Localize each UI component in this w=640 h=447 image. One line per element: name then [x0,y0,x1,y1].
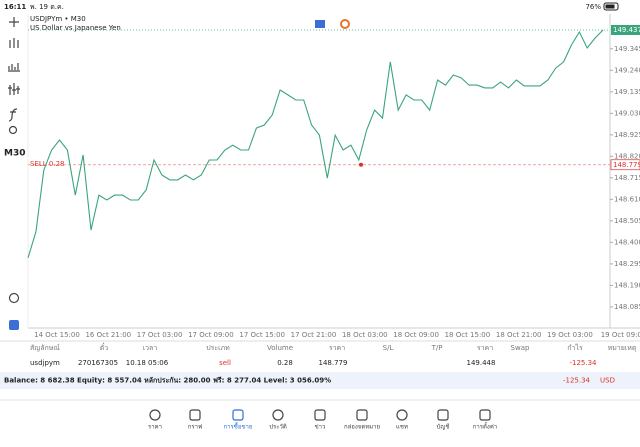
nav-icon[interactable] [479,409,491,421]
price-line [27,29,604,259]
table-header: ราคา [329,344,345,352]
nav-icon[interactable] [232,409,244,421]
trade-tool[interactable] [9,320,19,330]
zoom-tool[interactable] [8,292,20,304]
flag-icon [315,20,325,28]
x-tick-label: 17 Oct 09:00 [188,331,234,339]
nav-label[interactable]: ประวัติ [269,424,287,431]
x-tick-label: 19 Oct 03:00 [547,331,593,339]
table-header: T/P [431,344,443,352]
price-chart: 149.345 149.240 149.135 149.030 148.925 148.8… [27,24,640,339]
summary-text: Balance: 8 682.38 Equity: 8 557.04 หลักป… [4,377,331,385]
x-tick-label: 18 Oct 03:00 [342,331,388,339]
chart-area [28,14,610,328]
x-tick-label: 17 Oct 15:00 [239,331,285,339]
currency: USD [600,377,615,385]
nav-label[interactable]: การซื้อขาย [224,421,253,431]
toolbar [8,17,20,330]
nav-icon[interactable] [314,409,326,421]
y-tick-label: 148.190 [614,281,640,289]
nav-icon[interactable] [272,409,284,421]
nav-icon[interactable] [396,409,408,421]
x-tick-label: 18 Oct 21:00 [496,331,542,339]
x-tick-label: 17 Oct 03:00 [137,331,183,339]
nav-label[interactable]: กราฟ [188,424,202,431]
table-cell: 148.779 [319,359,348,367]
battery-icon [603,2,619,11]
nav-label[interactable]: ข่าว [315,424,326,431]
chart-subtitle: US Dollar vs Japanese Yen [30,24,121,32]
y-tick-label: 148.400 [614,238,640,246]
nav-label[interactable]: กล่องจดหมาย [344,424,380,431]
crosshair-tool[interactable] [9,17,19,27]
table-header: ตั๋ว [100,343,109,352]
nav-icon[interactable] [356,409,368,421]
bars-tool[interactable] [8,63,20,72]
table-cell: 270167305 [78,359,118,367]
table-cell: usdjpym [30,359,60,367]
y-tick-label: 148.295 [614,260,640,268]
positions-table: สัญลักษณ์ ตั๋ว เวลา ประเภท Volume ราคา S/L T/P ร… [30,343,637,367]
nav-label[interactable]: ราคา [148,424,162,431]
table-cell: sell [219,359,231,367]
bottom-nav: ราคา กราฟ การซื้อขาย ประวัติ ข่าว กล่องจดหมาย… [148,409,497,431]
x-tick-label: 19 Oct 09:0 [601,331,640,339]
table-header: S/L [383,344,394,352]
battery-level [605,4,615,9]
function-tool[interactable] [8,108,18,122]
sell-price-label: 148.779 [613,161,640,169]
y-tick-label: 148.505 [614,217,640,225]
nav-label[interactable]: การตั้งค่า [473,421,497,431]
candles-tool[interactable] [9,38,19,48]
objects-tool[interactable] [8,125,18,135]
y-tick-label: 148.610 [614,195,640,203]
current-price-label: 149.437 [613,26,640,34]
table-header: เวลา [143,344,158,352]
table-header: Volume [267,344,293,352]
y-tick-label: 149.135 [614,88,640,96]
current-price-box [611,24,640,35]
x-tick-label: 18 Oct 15:00 [445,331,491,339]
table-cell: -125.34 [569,359,597,367]
y-tick-label: 149.345 [614,45,640,53]
y-tick-label: 148.085 [614,303,640,311]
nav-label[interactable]: แชท [396,424,408,431]
nav-icon[interactable] [149,409,161,421]
sell-price-box [610,159,640,171]
status-time: 16:11 [4,3,26,11]
summary-row [0,372,640,389]
flag-icon [340,19,350,29]
nav-icon[interactable] [189,409,201,421]
order-marker [359,162,363,167]
table-header: สัญลักษณ์ [30,344,60,352]
status-battery: 76% [585,3,601,11]
table-cell: 10.18 05:06 [126,359,169,367]
x-tick-label: 16 Oct 21:00 [85,331,131,339]
table-cell: 149.448 [467,359,496,367]
indicators-tool[interactable] [8,83,20,95]
chart-title: USDJPYm • M30 [30,15,86,23]
y-tick-label: 148.925 [614,131,640,139]
x-tick-label: 17 Oct 21:00 [291,331,337,339]
total-profit: -125.34 [563,377,591,385]
table-header: หมายเหตุ [608,344,637,352]
timeframe[interactable]: M30 [4,149,25,159]
table-cell: 0.28 [277,359,293,367]
table-header: ประเภท [206,344,230,352]
sell-label: SELL 0.28 [30,160,64,168]
y-tick-label: 149.030 [614,109,640,117]
x-tick-label: 14 Oct 15:00 [34,331,80,339]
nav-icon[interactable] [437,409,449,421]
nav-label[interactable]: บัญชี [437,423,450,431]
y-tick-label: 148.820 [614,152,640,160]
y-tick-label: 148.715 [614,174,640,182]
table-header: ราคา [477,344,493,352]
table-header: Swap [511,344,530,352]
y-tick-label: 149.240 [614,66,640,74]
table-header: กำไร [567,343,583,352]
x-tick-label: 18 Oct 09:00 [393,331,439,339]
status-date: พ. 19 ต.ค. [30,3,64,11]
